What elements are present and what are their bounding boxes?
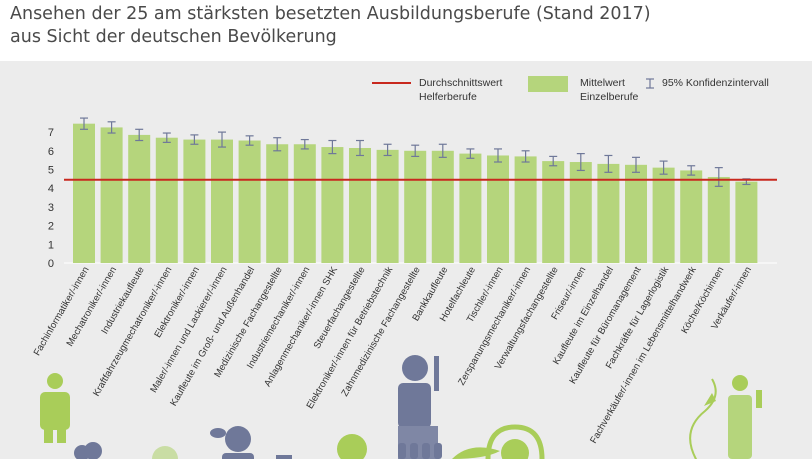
category-labels: Fachinformatiker/-innenMechatroniker/-in…: [32, 264, 754, 445]
bar: [625, 164, 647, 263]
chart-panel: 0 1 2 3 4 5 6 7 Fachinformatiker/-innen Mechatro…: [0, 61, 812, 459]
error-bar: [162, 132, 171, 143]
y-tick-label: 7: [48, 127, 54, 139]
error-bar: [218, 131, 226, 148]
confidence-intervals: [80, 117, 751, 187]
bar-chart: 0 1 2 3 4 5 6 7 Fachinformatiker/-innenMechatro…: [32, 76, 777, 459]
person-with-hairtie-icon: [210, 426, 292, 459]
error-bar: [135, 128, 144, 142]
leaf-icon: [452, 447, 500, 459]
error-bar: [549, 155, 558, 167]
error-bar: [576, 153, 585, 172]
legend-ci-label: 95% Konfidenzintervall: [662, 77, 769, 89]
bar: [349, 147, 371, 263]
bar: [100, 127, 123, 263]
y-tick-label: 5: [48, 165, 54, 177]
error-bar: [245, 135, 254, 146]
bar: [155, 137, 178, 263]
error-bar: [383, 143, 392, 157]
y-tick-label: 1: [48, 239, 54, 251]
bar: [321, 147, 344, 263]
error-bar: [438, 143, 447, 158]
category-label: Mechatroniker/-innen: [65, 265, 120, 349]
bar: [652, 167, 675, 263]
y-tick-label: 2: [48, 221, 54, 233]
error-bar: [411, 144, 420, 158]
bar: [431, 150, 454, 263]
bar: [128, 134, 151, 263]
error-bar: [273, 137, 282, 152]
bar: [73, 123, 95, 263]
bar: [680, 170, 703, 263]
head-icon: [152, 446, 178, 459]
error-bar: [521, 150, 530, 163]
bar: [459, 153, 482, 263]
error-bar: [300, 138, 309, 150]
bar: [514, 156, 537, 263]
chef-hat-icon: [74, 442, 102, 459]
heater-icon: [398, 443, 442, 459]
category-label: Fachverkäufer/-innen im Lebensmittelhand…: [588, 265, 699, 446]
error-bar: [107, 121, 116, 134]
legend-reference-label-2: Helferberufe: [419, 91, 477, 103]
y-tick-label: 4: [48, 183, 54, 195]
y-tick-label: 6: [48, 146, 54, 158]
error-bar: [466, 148, 475, 159]
page-title: Ansehen der 25 am stärksten besetzten Au…: [10, 3, 810, 49]
bar: [569, 162, 592, 263]
error-bar: [356, 139, 364, 157]
legend-mean-swatch: [528, 76, 568, 92]
error-bar: [494, 148, 502, 163]
legend-ci-swatch: [646, 78, 654, 89]
bar: [404, 150, 427, 263]
bar: [597, 163, 620, 263]
error-bar: [80, 117, 88, 130]
bar: [707, 176, 730, 263]
bar: [211, 139, 233, 263]
error-bar: [659, 160, 668, 175]
title-line-2: aus Sicht der deutschen Bevölkerung: [10, 27, 337, 47]
legend-mean-label-2: Einzelberufe: [580, 91, 639, 103]
bars: [73, 123, 758, 263]
error-bar: [714, 167, 723, 187]
legend: Durchschnittswert Helferberufe Mittelwer…: [372, 76, 769, 103]
bar: [183, 139, 206, 263]
hairdresser-figure-icon: [689, 375, 762, 459]
bar: [376, 149, 399, 263]
illustration-layer: [40, 355, 762, 459]
category-label: Steuerfachangestellte: [312, 265, 368, 351]
title-line-1: Ansehen der 25 am stärksten besetzten Au…: [10, 4, 651, 24]
bar: [266, 144, 289, 263]
bar: [293, 144, 316, 263]
y-tick-label: 0: [48, 258, 54, 270]
bar: [542, 161, 565, 263]
green-ball-icon: [337, 434, 367, 459]
bar: [487, 155, 509, 263]
bar: [735, 181, 758, 263]
y-tick-label: 3: [48, 202, 54, 214]
legend-mean-label-1: Mittelwert: [580, 77, 625, 89]
error-bar: [190, 134, 199, 145]
error-bar: [687, 165, 696, 176]
bar: [238, 140, 261, 263]
error-bar: [604, 154, 613, 173]
legend-reference-label-1: Durchschnittswert: [419, 77, 503, 89]
headset-icon: [485, 424, 545, 459]
error-bar: [632, 156, 640, 173]
person-illustration-icon: [40, 373, 70, 443]
error-bar: [328, 139, 337, 155]
